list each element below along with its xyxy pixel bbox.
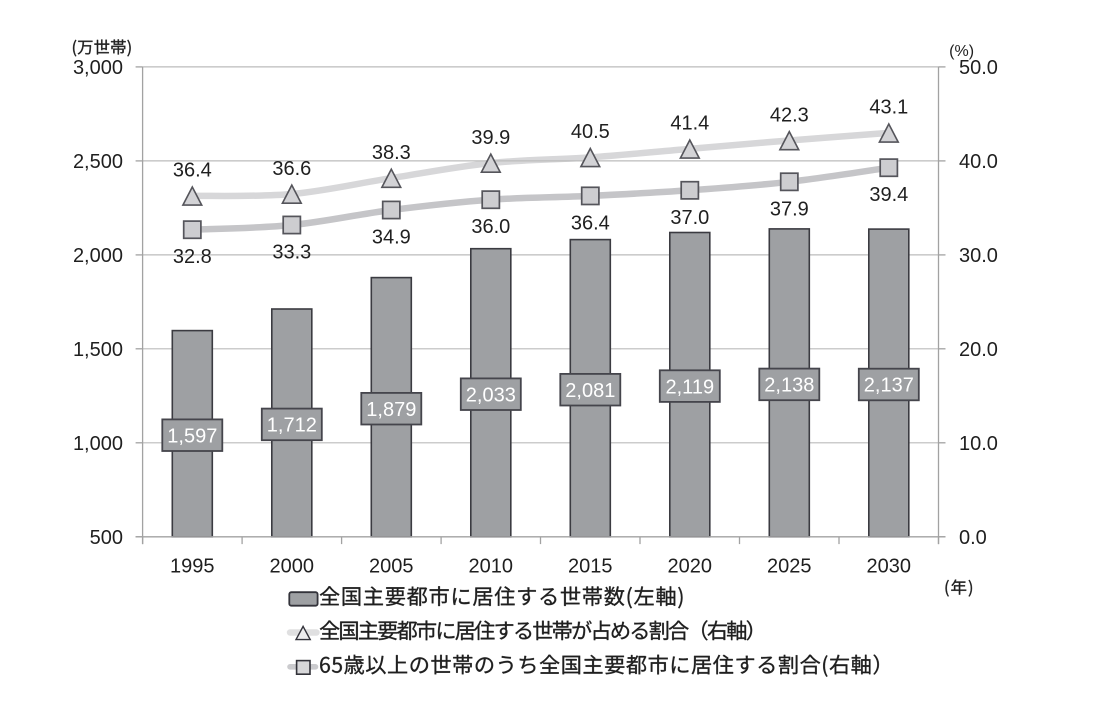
svg-text:30.0: 30.0	[959, 245, 998, 267]
svg-text:43.1: 43.1	[869, 97, 908, 119]
svg-text:36.4: 36.4	[173, 160, 212, 182]
svg-text:38.3: 38.3	[372, 142, 411, 164]
svg-text:42.3: 42.3	[770, 104, 809, 126]
svg-text:2,000: 2,000	[73, 245, 123, 267]
svg-text:36.6: 36.6	[272, 158, 311, 180]
svg-text:40.0: 40.0	[959, 151, 998, 173]
svg-text:40.5: 40.5	[571, 121, 610, 143]
svg-text:1,879: 1,879	[366, 399, 416, 421]
svg-text:2020: 2020	[668, 556, 713, 578]
svg-text:10.0: 10.0	[959, 433, 998, 455]
svg-text:34.9: 34.9	[372, 227, 411, 249]
svg-text:2,500: 2,500	[73, 151, 123, 173]
svg-text:39.9: 39.9	[471, 127, 510, 149]
svg-text:2,119: 2,119	[666, 376, 715, 398]
svg-text:20.0: 20.0	[959, 339, 998, 361]
svg-text:50.0: 50.0	[959, 57, 998, 79]
svg-text:37.9: 37.9	[770, 198, 809, 220]
svg-text:36.4: 36.4	[571, 212, 610, 234]
svg-text:2,138: 2,138	[764, 375, 814, 397]
svg-text:2015: 2015	[568, 556, 613, 578]
svg-text:1,712: 1,712	[267, 415, 317, 437]
svg-text:2,137: 2,137	[864, 375, 914, 397]
svg-text:36.0: 36.0	[471, 216, 510, 238]
svg-text:1,000: 1,000	[73, 433, 123, 455]
svg-text:(%): (%)	[949, 43, 974, 60]
svg-text:2,081: 2,081	[565, 380, 615, 402]
svg-text:500: 500	[90, 527, 123, 549]
svg-text:3,000: 3,000	[73, 57, 123, 79]
svg-text:1,597: 1,597	[167, 425, 217, 447]
svg-text:1,500: 1,500	[73, 339, 123, 361]
svg-text:0.0: 0.0	[959, 527, 987, 549]
svg-text:32.8: 32.8	[173, 246, 212, 268]
svg-text:41.4: 41.4	[670, 113, 709, 135]
svg-text:39.4: 39.4	[869, 184, 908, 206]
svg-text:37.0: 37.0	[670, 207, 709, 229]
svg-text:33.3: 33.3	[272, 242, 311, 264]
svg-text:2000: 2000	[270, 556, 315, 578]
svg-text:2010: 2010	[469, 556, 514, 578]
svg-text:2,033: 2,033	[466, 384, 516, 406]
svg-text:2030: 2030	[867, 556, 912, 578]
svg-text:2005: 2005	[369, 556, 414, 578]
svg-text:1995: 1995	[170, 556, 215, 578]
svg-text:2025: 2025	[767, 556, 812, 578]
